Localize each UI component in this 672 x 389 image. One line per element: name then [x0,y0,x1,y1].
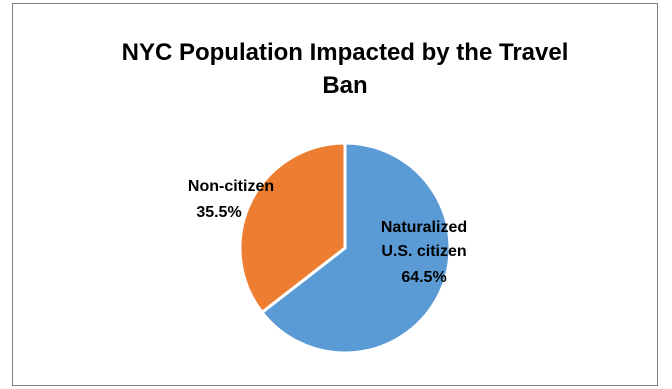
chart-title-line-2: Ban [322,72,367,99]
chart-title-line-1: NYC Population Impacted by the Travel [122,39,569,66]
pie-slice-non-citizen [238,141,347,314]
slice-label-naturalized-line-2: U.S. citizen [381,243,466,260]
data-label-non-citizen: Non-citizen 35.5% [188,178,274,221]
pie-slices [238,141,452,355]
slice-label-non-citizen: Non-citizen [188,178,274,195]
slice-value-non-citizen: 35.5% [196,204,241,221]
pie-slice-naturalized [260,141,452,355]
data-label-naturalized: Naturalized U.S. citizen 64.5% [381,219,467,286]
slice-value-naturalized: 64.5% [401,269,446,286]
slice-label-naturalized-line-1: Naturalized [381,219,467,236]
